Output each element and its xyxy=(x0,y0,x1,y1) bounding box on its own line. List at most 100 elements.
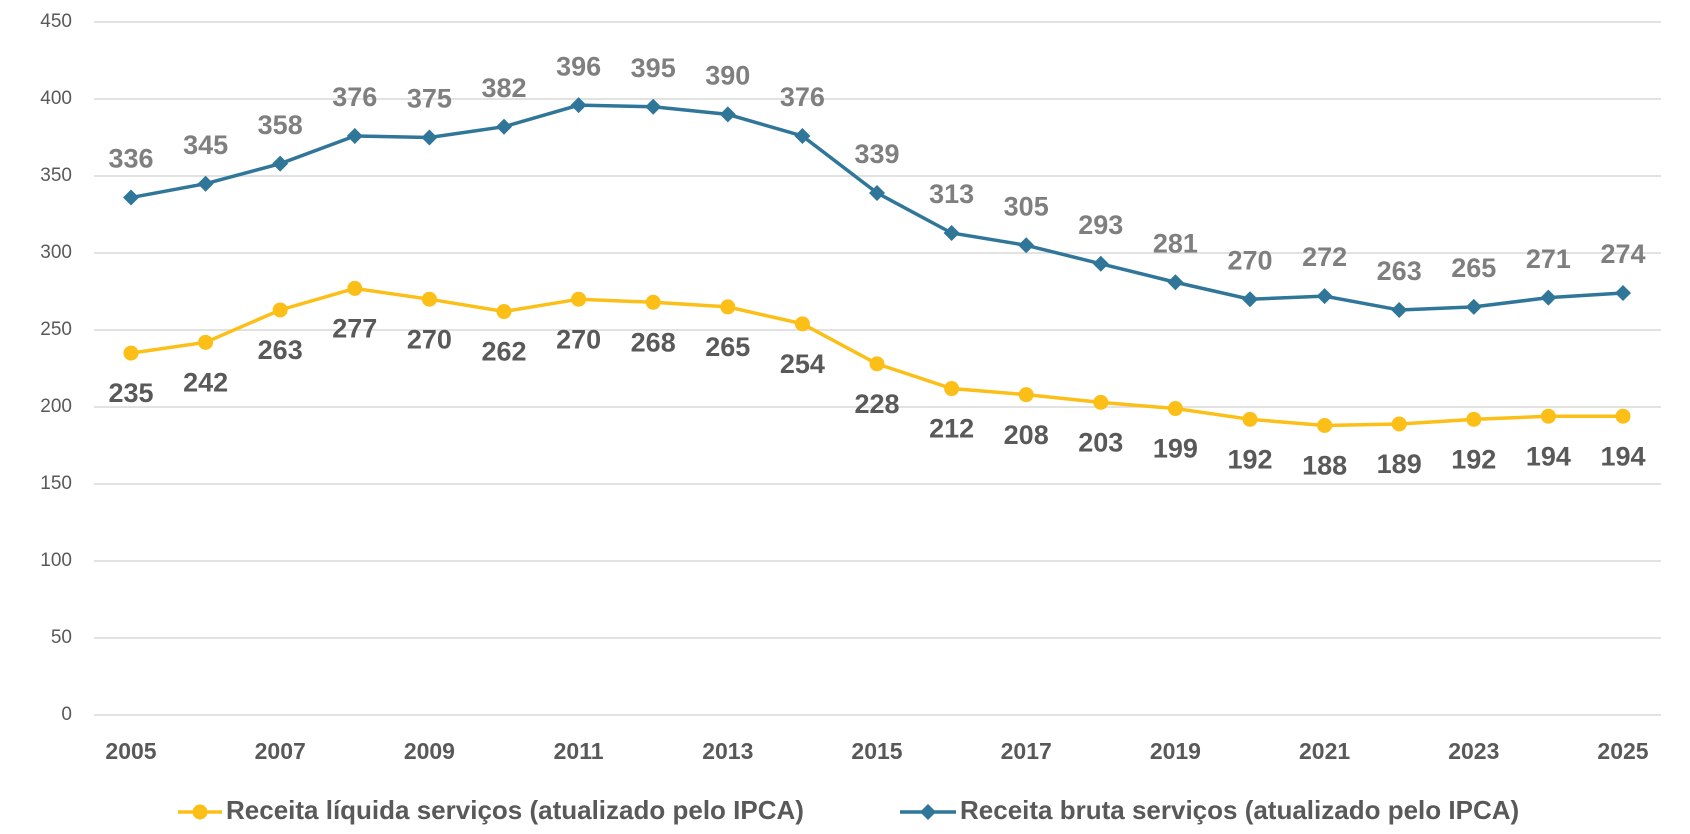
data-label: 274 xyxy=(1600,239,1645,269)
legend-label: Receita líquida serviços (atualizado pel… xyxy=(226,795,804,825)
data-point xyxy=(570,97,587,114)
data-point xyxy=(421,129,438,146)
y-tick-label: 150 xyxy=(40,473,72,494)
data-label: 395 xyxy=(631,53,676,83)
data-point xyxy=(794,316,810,332)
data-label: 390 xyxy=(705,61,750,91)
data-label: 358 xyxy=(258,110,303,140)
data-point xyxy=(1242,291,1258,308)
data-label: 336 xyxy=(108,144,153,174)
data-label: 305 xyxy=(1004,191,1049,221)
data-point xyxy=(1167,274,1184,291)
data-point xyxy=(1317,417,1333,433)
x-tick-label: 2015 xyxy=(851,738,902,764)
data-label: 382 xyxy=(481,73,526,103)
x-tick-label: 2007 xyxy=(255,738,306,764)
data-label: 254 xyxy=(780,349,825,379)
data-label: 272 xyxy=(1302,242,1347,272)
x-tick-label: 2013 xyxy=(702,738,753,764)
y-tick-label: 200 xyxy=(40,396,72,417)
data-label: 293 xyxy=(1078,210,1123,240)
data-point xyxy=(944,381,960,397)
data-label: 396 xyxy=(556,51,601,81)
data-point xyxy=(571,291,587,307)
y-tick-label: 450 xyxy=(40,11,72,32)
y-tick-label: 400 xyxy=(40,88,72,109)
x-tick-label: 2021 xyxy=(1299,738,1350,764)
data-point xyxy=(645,98,662,115)
data-label: 375 xyxy=(407,84,452,114)
data-label: 228 xyxy=(854,389,899,419)
data-label: 339 xyxy=(854,139,899,169)
data-label: 192 xyxy=(1227,444,1272,474)
data-point xyxy=(346,127,363,144)
data-point xyxy=(1615,408,1631,424)
data-point xyxy=(869,356,885,372)
data-label: 268 xyxy=(631,327,676,357)
data-label: 270 xyxy=(407,324,452,354)
legend-marker xyxy=(920,804,936,820)
data-point xyxy=(198,334,214,350)
x-tick-label: 2017 xyxy=(1001,738,1052,764)
legend-label: Receita bruta serviços (atualizado pelo … xyxy=(960,795,1519,825)
data-label: 212 xyxy=(929,414,974,444)
y-tick-label: 50 xyxy=(51,627,72,648)
x-tick-label: 2011 xyxy=(554,738,604,764)
data-point xyxy=(1316,288,1333,305)
data-label: 345 xyxy=(183,130,228,160)
data-label: 313 xyxy=(929,179,974,209)
data-point xyxy=(421,291,437,307)
data-point xyxy=(720,299,736,315)
x-tick-label: 2025 xyxy=(1597,738,1648,764)
data-point xyxy=(1093,394,1109,410)
data-point xyxy=(1018,237,1035,254)
data-point xyxy=(123,189,139,206)
y-tick-label: 300 xyxy=(40,242,72,263)
data-label: 376 xyxy=(780,82,825,112)
data-label: 192 xyxy=(1451,444,1496,474)
data-label: 189 xyxy=(1377,449,1422,479)
data-point xyxy=(347,280,363,296)
data-point xyxy=(1391,301,1408,318)
data-label: 281 xyxy=(1153,228,1198,258)
data-label: 263 xyxy=(258,335,303,365)
data-label: 194 xyxy=(1526,441,1571,471)
data-point xyxy=(1242,411,1258,427)
y-tick-label: 100 xyxy=(40,550,72,571)
y-tick-label: 0 xyxy=(61,704,72,725)
data-point xyxy=(943,224,960,241)
data-point xyxy=(1092,255,1109,272)
data-label: 208 xyxy=(1004,420,1049,450)
data-label: 235 xyxy=(108,378,153,408)
x-tick-label: 2019 xyxy=(1150,738,1201,764)
data-label: 271 xyxy=(1526,244,1571,274)
data-point xyxy=(1466,411,1482,427)
data-point xyxy=(1018,387,1034,403)
data-label: 188 xyxy=(1302,451,1347,481)
data-label: 199 xyxy=(1153,434,1198,464)
data-point xyxy=(1465,298,1482,315)
y-tick-label: 350 xyxy=(40,165,72,186)
data-label: 265 xyxy=(705,332,750,362)
data-point xyxy=(496,118,512,135)
data-point xyxy=(1167,401,1183,417)
data-label: 203 xyxy=(1078,428,1123,458)
data-label: 194 xyxy=(1600,441,1645,471)
data-point xyxy=(197,175,214,192)
data-point xyxy=(645,294,661,310)
data-point xyxy=(1391,416,1407,432)
data-label: 262 xyxy=(481,337,526,367)
data-label: 265 xyxy=(1451,253,1496,283)
data-point xyxy=(272,302,288,318)
data-point xyxy=(1540,408,1556,424)
x-tick-label: 2009 xyxy=(404,738,455,764)
data-label: 277 xyxy=(332,314,377,344)
data-point xyxy=(1615,285,1631,302)
data-point xyxy=(869,184,885,201)
legend-marker xyxy=(192,804,208,820)
data-point xyxy=(794,127,811,144)
data-point xyxy=(272,155,289,172)
x-tick-label: 2023 xyxy=(1448,738,1499,764)
data-label: 270 xyxy=(1227,245,1272,275)
